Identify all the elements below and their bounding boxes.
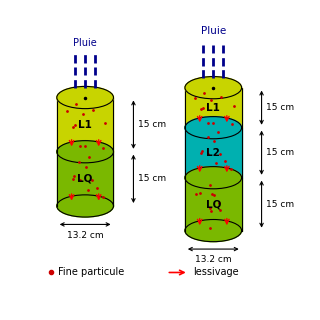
Text: L1: L1 [206, 103, 220, 113]
Text: 13.2 cm: 13.2 cm [195, 255, 232, 264]
Text: Pluie: Pluie [73, 38, 97, 48]
Ellipse shape [57, 195, 114, 217]
Text: lessivage: lessivage [194, 268, 239, 277]
Ellipse shape [57, 86, 114, 108]
Text: 13.2 cm: 13.2 cm [67, 231, 103, 240]
Text: LQ: LQ [77, 174, 93, 184]
Ellipse shape [185, 76, 242, 99]
Text: 15 cm: 15 cm [266, 200, 294, 209]
Bar [185, 128, 242, 178]
Ellipse shape [185, 116, 242, 139]
Text: LQ: LQ [205, 199, 221, 209]
Bar [185, 178, 242, 231]
Text: 15 cm: 15 cm [138, 120, 166, 129]
Text: Pluie: Pluie [201, 26, 226, 36]
Ellipse shape [185, 167, 242, 189]
Text: 15 cm: 15 cm [266, 103, 294, 112]
Text: L2: L2 [206, 148, 220, 158]
Text: 15 cm: 15 cm [138, 174, 166, 183]
Text: L1: L1 [78, 120, 92, 130]
Bar [57, 98, 114, 152]
Text: Fine particule: Fine particule [58, 268, 124, 277]
Ellipse shape [185, 220, 242, 242]
Ellipse shape [57, 141, 114, 163]
Bar [57, 152, 114, 206]
Text: 15 cm: 15 cm [266, 148, 294, 157]
Bar [185, 88, 242, 128]
